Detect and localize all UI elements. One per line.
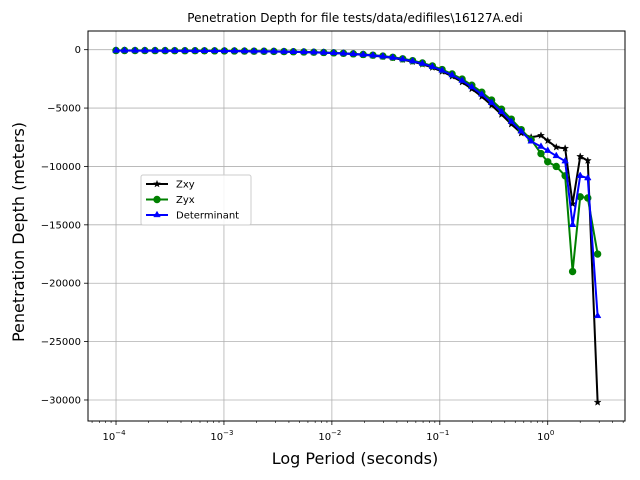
triangle-marker [517, 127, 525, 134]
triangle-marker [418, 59, 427, 66]
x-axis-label: Log Period (seconds) [272, 449, 439, 468]
y-tick-label: −30000 [41, 395, 81, 406]
y-tick-label: 0 [75, 45, 81, 56]
triangle-marker [161, 46, 169, 53]
y-axis-ticks: 0 −5000 −10000 −15000 −20000 −25000 −30000 [41, 45, 88, 406]
legend-item: Determinant [146, 211, 239, 222]
triangle-marker [527, 137, 535, 144]
star-marker [153, 179, 161, 188]
triangle-marker [349, 49, 358, 57]
star-marker [543, 136, 552, 145]
triangle-marker [428, 62, 437, 69]
x-axis-ticks: 10−4 10−3 10−2 10−1 100 [91, 421, 624, 443]
circle-marker [153, 195, 161, 204]
triangle-marker [468, 82, 476, 90]
legend-item: Zxy [146, 180, 195, 191]
triangle-marker [171, 46, 179, 53]
triangle-marker [438, 66, 446, 73]
circle-marker [552, 162, 560, 171]
triangle-marker [280, 47, 288, 54]
triangle-marker [369, 51, 377, 58]
triangle-marker [408, 56, 417, 64]
triangle-marker [568, 220, 577, 227]
triangle-marker [230, 46, 239, 54]
x-tick-label: 10−1 [426, 429, 449, 443]
legend: Zxy Zyx Determinant [140, 174, 252, 226]
triangle-marker [151, 46, 159, 53]
triangle-marker [339, 49, 348, 56]
triangle-marker [398, 54, 407, 62]
triangle-marker [240, 46, 249, 54]
triangle-marker [220, 46, 229, 54]
y-tick-label: −15000 [41, 220, 81, 231]
triangle-marker [153, 210, 161, 218]
circle-marker [593, 250, 602, 258]
triangle-marker [310, 47, 318, 55]
triangle-marker [552, 151, 561, 159]
x-tick-label: 100 [537, 429, 554, 443]
legend-box [140, 174, 252, 226]
triangle-marker [561, 156, 569, 164]
y-tick-label: −5000 [47, 104, 81, 115]
triangle-marker [319, 48, 328, 55]
star-marker [561, 144, 570, 152]
x-tick-label: 10−2 [318, 429, 341, 443]
triangle-marker [329, 48, 338, 56]
legend-item: Zyx [146, 195, 195, 206]
y-tick-label: −25000 [41, 337, 81, 348]
triangle-marker [537, 142, 545, 149]
triangle-marker [131, 46, 139, 53]
triangle-marker [543, 146, 552, 153]
y-axis-label: Penetration Depth (meters) [9, 122, 28, 342]
plot-frame [87, 30, 626, 422]
triangle-marker [389, 53, 397, 60]
star-marker [552, 143, 561, 151]
triangle-marker [497, 107, 506, 114]
y-tick-label: −20000 [41, 279, 81, 290]
triangle-marker [112, 46, 120, 53]
triangle-marker [300, 47, 308, 55]
star-marker [537, 131, 545, 139]
circle-marker [568, 267, 577, 276]
x-tick-label: 10−3 [210, 429, 233, 443]
plot-series [112, 46, 602, 406]
triangle-marker [210, 46, 219, 54]
triangle-marker [270, 47, 278, 54]
triangle-marker [141, 46, 149, 53]
star-marker [593, 398, 602, 406]
triangle-marker [289, 47, 298, 54]
circle-marker [544, 158, 552, 166]
triangle-marker [593, 311, 602, 319]
star-marker [583, 156, 592, 164]
star-marker [576, 152, 585, 160]
y-tick-label: −10000 [41, 162, 81, 173]
triangle-marker [250, 46, 258, 54]
chart-title: Penetration Depth for file tests/data/ed… [187, 11, 522, 25]
triangle-marker [200, 46, 209, 54]
triangle-marker [181, 46, 189, 53]
triangle-marker [191, 46, 199, 53]
triangle-marker [576, 171, 584, 178]
triangle-marker [120, 46, 129, 53]
triangle-marker [260, 47, 268, 54]
triangle-marker [359, 50, 367, 57]
legend-label: Zyx [176, 195, 195, 206]
triangle-marker [379, 52, 387, 59]
triangle-marker [448, 70, 456, 78]
series-determinant [112, 46, 602, 319]
triangle-marker [584, 173, 592, 181]
legend-label: Determinant [176, 211, 239, 222]
triangle-marker [507, 117, 516, 124]
x-tick-label: 10−4 [102, 429, 126, 443]
triangle-marker [487, 98, 496, 105]
circle-marker [537, 149, 545, 158]
triangle-marker [458, 76, 466, 83]
legend-label: Zxy [176, 180, 195, 191]
triangle-marker [478, 90, 486, 97]
